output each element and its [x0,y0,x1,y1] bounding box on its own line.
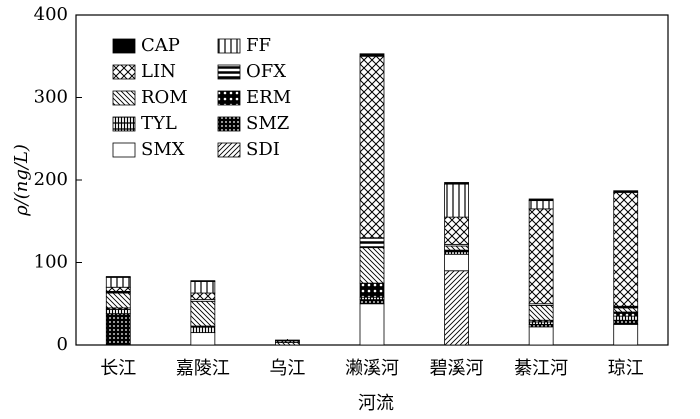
bar-segment [444,270,469,346]
legend-swatch [217,116,241,132]
bar-segment [444,253,469,272]
bar-segment [528,200,554,210]
legend-label: TYL [141,113,177,134]
bar-segment [613,323,639,346]
bar-segment [105,309,131,315]
bar-segment [105,313,131,346]
bar-segment [275,339,300,342]
y-axis-label: ρ/(ng/L) [11,144,32,217]
bar-segment [528,304,554,321]
legend-swatch [112,116,136,132]
bar-segment [359,299,385,305]
bar-segment [105,276,131,278]
bar-segment [528,198,554,202]
legend-swatch [217,64,241,80]
x-tick-label: 乌江 [269,358,305,379]
legend-swatch [217,142,241,158]
bar-segment [105,276,131,288]
legend-swatch [112,38,136,54]
legend-swatch [112,90,136,106]
bar-segment [444,216,469,245]
bar-segment [444,245,469,251]
bar-segment [190,325,216,334]
bar-segment [190,280,216,282]
bar-segment [190,300,216,327]
legend-label: LIN [141,61,176,82]
x-tick-label: 长江 [100,358,136,379]
bar-segment [444,183,469,218]
legend-label: SMZ [246,113,289,134]
bar-segment [613,307,639,313]
bar-segment [359,282,385,298]
legend-label: OFX [246,61,286,82]
legend-label: SDI [246,139,280,160]
bar-segment [528,208,554,305]
bar-segment [359,247,385,284]
x-tick-label: 嘉陵江 [176,358,230,379]
bar-segment [613,190,639,193]
bar-segment [613,319,639,325]
legend-swatch [217,90,241,106]
bar-segment [613,191,639,307]
legend-label: ROM [141,87,188,108]
y-tick-label: 400 [34,4,68,25]
bar-segment [190,292,216,301]
bar-segment [359,53,385,57]
x-tick-label: 琼江 [608,358,644,379]
bar-segment [359,55,385,239]
legend-label: ERM [246,87,291,108]
bar-segment [613,311,639,317]
bar-segment [359,303,385,346]
bar-segment [190,332,216,346]
bar-segment [613,315,639,321]
bar-segment [190,281,216,294]
bar-segment [444,182,469,185]
bar-segment [105,286,131,292]
y-tick-label: 200 [34,169,68,190]
legend-label: SMX [141,139,185,160]
x-tick-label: 綦江河 [514,358,568,379]
bar-segment [359,237,385,249]
x-tick-label: 碧溪河 [430,358,484,379]
x-tick-label: 濑溪河 [345,358,399,379]
y-tick-label: 100 [34,252,68,273]
legend-swatch [112,142,136,158]
y-tick-label: 0 [57,334,68,355]
legend-label: FF [246,35,271,56]
legend-label: CAP [141,35,180,56]
legend-swatch [217,38,241,54]
y-tick-label: 300 [34,87,68,108]
bar-segment [528,326,554,346]
bar-segment [105,292,131,309]
x-axis-label: 河流 [358,393,394,414]
legend-swatch [112,64,136,80]
